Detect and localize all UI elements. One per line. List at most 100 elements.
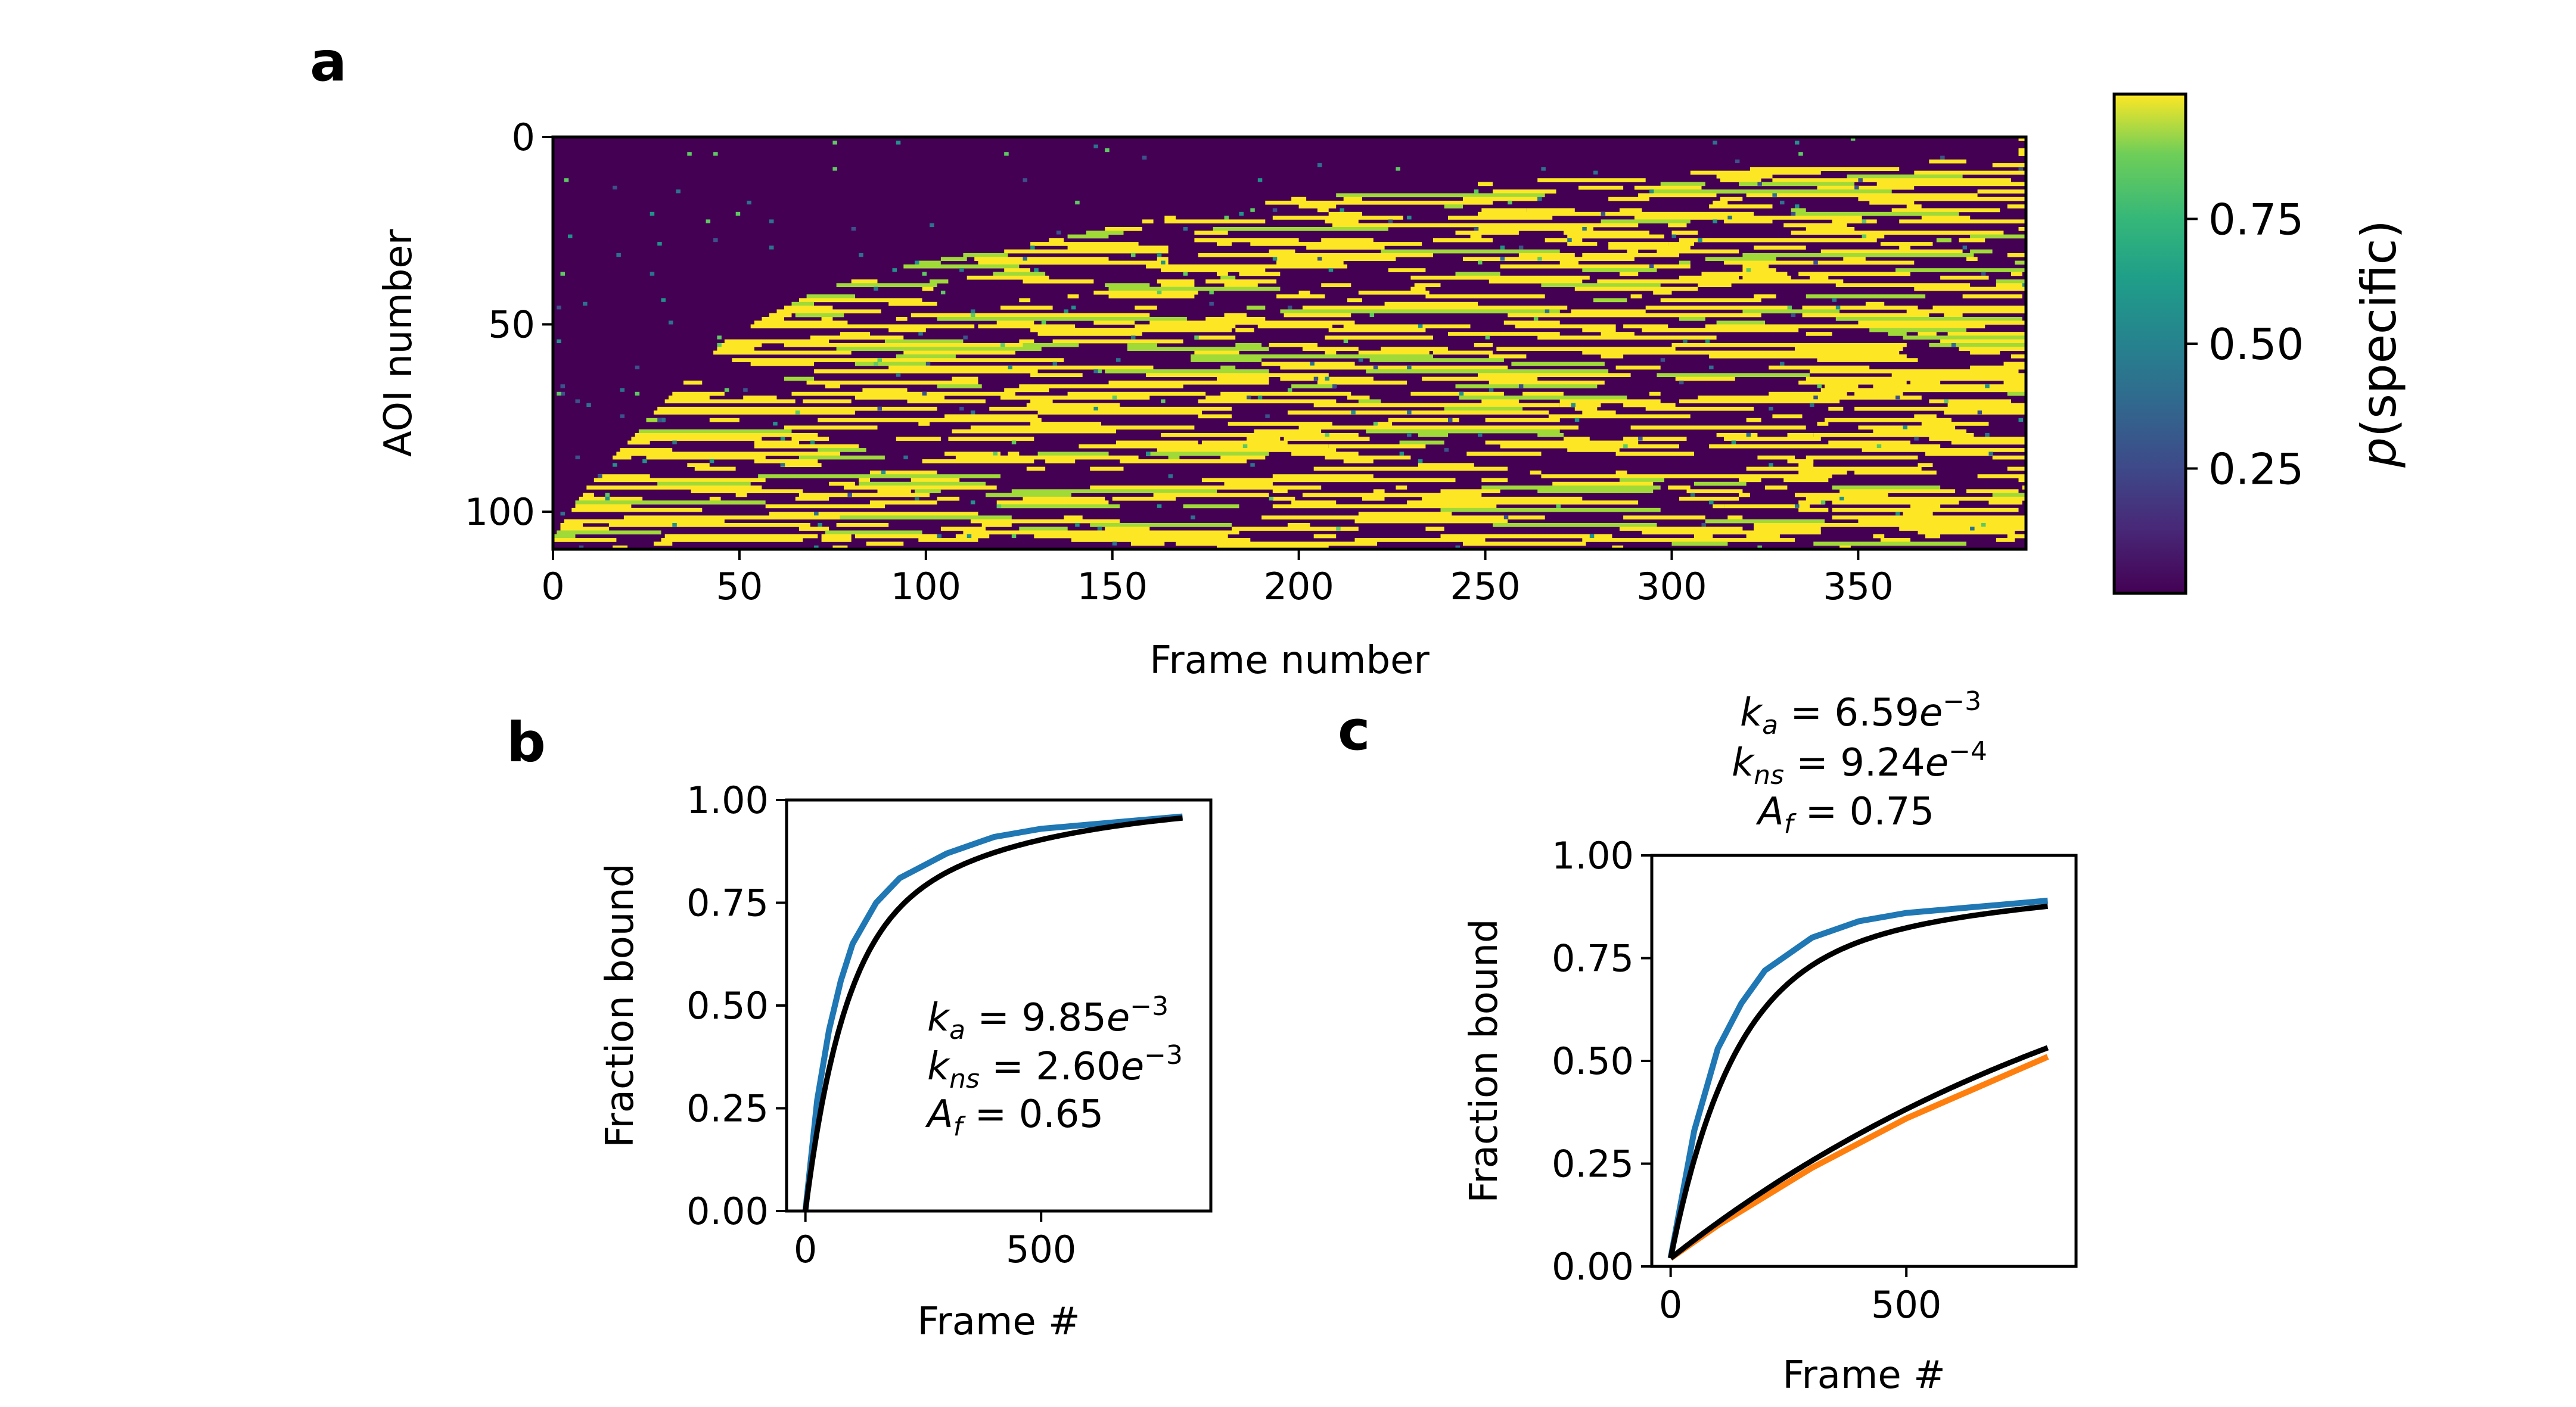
heatmap-segment-486 bbox=[1798, 380, 1907, 385]
heatmap-speck-278 bbox=[1157, 290, 1162, 295]
heatmap-segment-320 bbox=[1906, 309, 2026, 314]
heatmap-segment-787 bbox=[1679, 496, 1739, 501]
heatmap-speck-606 bbox=[773, 422, 778, 426]
heatmap-segment-845 bbox=[1287, 523, 1310, 527]
heatmap-speck-169 bbox=[1962, 245, 1968, 250]
heatmap-segment-755 bbox=[691, 489, 803, 493]
heatmap-segment-380 bbox=[1325, 335, 1433, 340]
heatmap-segment-430 bbox=[2011, 354, 2026, 359]
heatmap-segment-496 bbox=[1873, 384, 2026, 388]
heatmap-segment-743 bbox=[1224, 481, 1273, 486]
heatmap-segment-666 bbox=[1567, 448, 1620, 452]
heatmap-segment-261 bbox=[1321, 283, 1351, 287]
heatmap-segment-360 bbox=[1705, 324, 1985, 329]
heatmap-x-tick-label-0: 0 bbox=[541, 565, 564, 608]
heatmap-segment-867 bbox=[825, 530, 922, 535]
heatmap-segment-206 bbox=[1679, 260, 1691, 265]
heatmap-segment-780 bbox=[795, 496, 829, 501]
heatmap-segment-738 bbox=[1783, 478, 1829, 483]
heatmap-segment-262 bbox=[1414, 283, 1441, 287]
heatmap-segment-478 bbox=[1806, 376, 2026, 381]
heatmap-segment-250 bbox=[930, 279, 949, 284]
heatmap-segment-644 bbox=[754, 440, 799, 445]
heatmap-segment-838 bbox=[1705, 519, 1825, 524]
heatmap-segment-418 bbox=[903, 350, 1015, 355]
panel-c-x-tick-label-0: 0 bbox=[1659, 1283, 1682, 1327]
heatmap-speck-361 bbox=[1418, 324, 1423, 328]
heatmap-segment-609 bbox=[1298, 425, 1578, 430]
heatmap-segment-365 bbox=[1328, 328, 1426, 332]
heatmap-speck-4 bbox=[1713, 141, 1717, 145]
heatmap-speck-556 bbox=[1571, 403, 1576, 407]
heatmap-speck-558 bbox=[1810, 403, 1814, 407]
heatmap-segment-570 bbox=[654, 410, 855, 415]
heatmap-segment-452 bbox=[1615, 365, 1661, 370]
panel-label-a: a bbox=[310, 30, 347, 94]
heatmap-x-ticks: 0 50 100 150 200 250 300 350 bbox=[541, 549, 1894, 608]
heatmap-segment-162 bbox=[1067, 245, 1169, 250]
heatmap-segment-155 bbox=[1217, 242, 1232, 246]
heatmap-segment-410 bbox=[836, 347, 1042, 351]
colorbar-label: p(specific) bbox=[2351, 220, 2407, 468]
heatmap-speck-35 bbox=[1858, 178, 1863, 182]
heatmap-segment-307 bbox=[1302, 306, 1568, 310]
panel-c-af-text: Af = 0.75 bbox=[1755, 790, 1934, 839]
heatmap-segment-883 bbox=[2007, 534, 2026, 538]
heatmap-segment-362 bbox=[888, 328, 926, 332]
heatmap-segment-309 bbox=[1802, 306, 1918, 310]
heatmap-speck-56 bbox=[1772, 193, 1777, 197]
heatmap-speck-312 bbox=[557, 306, 561, 310]
heatmap-segment-428 bbox=[1601, 354, 1624, 359]
heatmap-y-tick-label-1: 50 bbox=[488, 303, 535, 347]
heatmap-segment-828 bbox=[1064, 515, 1083, 520]
heatmap-segment-460 bbox=[814, 369, 1038, 373]
heatmap-segment-449 bbox=[888, 365, 1154, 370]
heatmap-segment-541 bbox=[1030, 399, 1053, 404]
heatmap-segment-304 bbox=[1000, 306, 1053, 310]
heatmap-segment-906 bbox=[832, 545, 848, 549]
heatmap-speck-586 bbox=[620, 414, 625, 418]
heatmap-segment-310 bbox=[1932, 306, 2026, 310]
heatmap-segment-98 bbox=[1921, 216, 1971, 220]
heatmap-segment-329 bbox=[1508, 313, 1761, 317]
heatmap-segment-719 bbox=[1530, 470, 1542, 475]
heatmap-segment-274 bbox=[1093, 290, 1198, 295]
heatmap-segment-470 bbox=[1891, 373, 2026, 377]
heatmap-speck-396 bbox=[1343, 339, 1348, 343]
heatmap-segment-196 bbox=[1966, 257, 1978, 261]
heatmap-speck-111 bbox=[706, 219, 711, 223]
heatmap-segment-493 bbox=[1291, 384, 1337, 388]
heatmap-segment-164 bbox=[1608, 245, 1691, 250]
heatmap-segment-555 bbox=[1947, 403, 2026, 407]
heatmap-speck-548 bbox=[1944, 399, 1949, 403]
heatmap-segment-590 bbox=[1388, 418, 1459, 422]
heatmap-segment-525 bbox=[669, 396, 710, 400]
heatmap-segment-72 bbox=[1444, 204, 1463, 208]
heatmap-segment-349 bbox=[1858, 320, 2026, 325]
heatmap-segment-451 bbox=[1280, 365, 1508, 370]
heatmap-segment-656 bbox=[1079, 444, 1329, 449]
heatmap-segment-283 bbox=[1108, 294, 1195, 298]
heatmap-segment-220 bbox=[1388, 268, 1426, 272]
heatmap-speck-3 bbox=[896, 141, 901, 145]
heatmap-speck-217 bbox=[1649, 264, 1654, 269]
heatmap-segment-94 bbox=[1164, 216, 1176, 220]
heatmap-segment-120 bbox=[1213, 227, 1388, 231]
heatmap-segment-764 bbox=[1839, 489, 1956, 493]
heatmap-segment-297 bbox=[791, 301, 814, 306]
heatmap-segment-416 bbox=[1959, 347, 2026, 351]
panel-c-ticks: 0 500 0.00 0.25 0.50 0.75 1.00 bbox=[1552, 834, 1941, 1327]
heatmap-segment-61 bbox=[1720, 197, 1743, 201]
heatmap-segment-398 bbox=[784, 343, 1023, 347]
heatmap-speck-723 bbox=[881, 470, 886, 475]
heatmap-speck-864 bbox=[1336, 527, 1341, 531]
heatmap-segment-881 bbox=[1873, 534, 1885, 538]
heatmap-segment-604 bbox=[1921, 422, 1989, 426]
heatmap-segment-136 bbox=[1470, 234, 1482, 239]
heatmap-speck-69 bbox=[747, 200, 751, 205]
heatmap-segment-343 bbox=[754, 320, 848, 325]
heatmap-speck-576 bbox=[1351, 410, 1356, 415]
heatmap-segment-873 bbox=[821, 534, 852, 538]
heatmap-segment-285 bbox=[1425, 294, 1545, 298]
heatmap-segment-97 bbox=[1634, 216, 1862, 220]
